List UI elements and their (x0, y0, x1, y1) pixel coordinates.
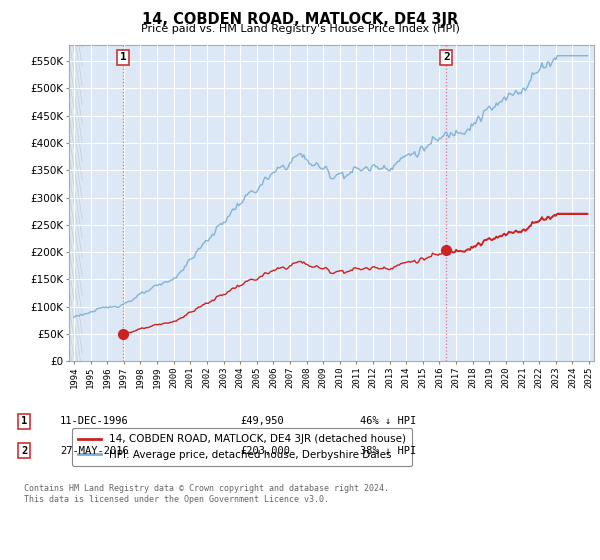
Text: Contains HM Land Registry data © Crown copyright and database right 2024.
This d: Contains HM Land Registry data © Crown c… (24, 484, 389, 504)
Legend: 14, COBDEN ROAD, MATLOCK, DE4 3JR (detached house), HPI: Average price, detached: 14, COBDEN ROAD, MATLOCK, DE4 3JR (detac… (71, 428, 412, 466)
Text: 38% ↓ HPI: 38% ↓ HPI (360, 446, 416, 456)
Text: 11-DEC-1996: 11-DEC-1996 (60, 416, 129, 426)
Text: 1: 1 (21, 416, 27, 426)
Text: 27-MAY-2016: 27-MAY-2016 (60, 446, 129, 456)
Text: 1: 1 (119, 53, 127, 63)
Text: 2: 2 (21, 446, 27, 456)
Text: Price paid vs. HM Land Registry's House Price Index (HPI): Price paid vs. HM Land Registry's House … (140, 24, 460, 34)
Text: £49,950: £49,950 (240, 416, 284, 426)
Text: 46% ↓ HPI: 46% ↓ HPI (360, 416, 416, 426)
Text: 14, COBDEN ROAD, MATLOCK, DE4 3JR: 14, COBDEN ROAD, MATLOCK, DE4 3JR (142, 12, 458, 27)
Text: £203,000: £203,000 (240, 446, 290, 456)
Text: 2: 2 (443, 53, 449, 63)
